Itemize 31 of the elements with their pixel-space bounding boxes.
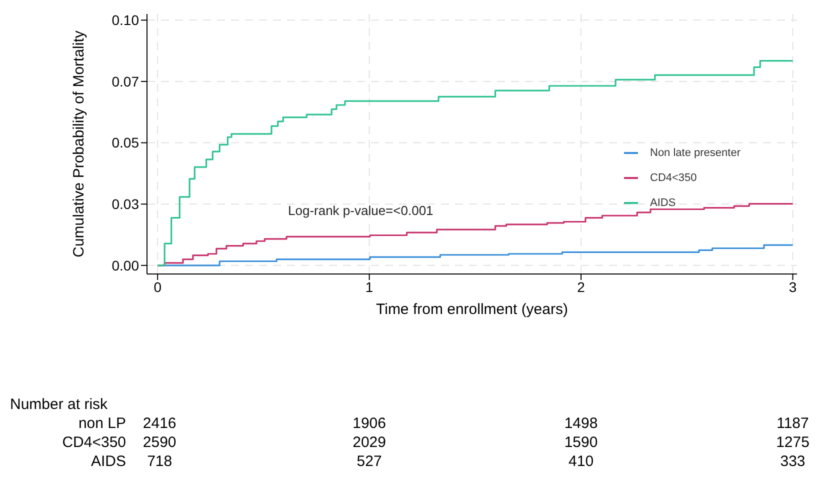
text: AIDS (90, 453, 126, 470)
text: 333 (779, 453, 806, 470)
text: 1187 (776, 415, 810, 432)
x-tick-label: 3 (788, 278, 797, 295)
text: 410 (568, 453, 595, 470)
y-tick-label: 0.05 (112, 134, 140, 151)
x-tick-label: 1 (365, 278, 374, 295)
text: 2416 (142, 415, 178, 432)
text: 1590 (563, 434, 599, 451)
text: 2590 (142, 434, 178, 451)
x-tick-label: 0 (154, 278, 162, 295)
text: 1275 (775, 434, 810, 451)
text: CD4<350 (62, 434, 126, 451)
legend-label: Non late presenter (650, 146, 740, 158)
text: 527 (356, 453, 383, 470)
y-tick-label: 0.10 (112, 12, 140, 28)
y-axis-title: Cumulative Probability of Mortality (70, 30, 88, 258)
text: 718 (146, 453, 174, 470)
text: non LP (78, 415, 126, 432)
y-tick-label: 0.03 (112, 196, 140, 212)
text: Number at risk (10, 396, 108, 413)
annotation: Log-rank p-value=<0.001 (288, 203, 434, 218)
text: 2029 (352, 434, 387, 451)
legend-label: CD4<350 (650, 172, 697, 184)
y-tick-label: 0.00 (112, 257, 140, 274)
y-tick-label: 0.07 (112, 73, 140, 90)
x-tick-label: 2 (577, 278, 586, 295)
text: 1498 (563, 415, 599, 432)
x-axis-title: Time from enrollment (years) (376, 301, 568, 318)
text: 1906 (352, 415, 387, 432)
legend-label: AIDS (650, 196, 676, 208)
